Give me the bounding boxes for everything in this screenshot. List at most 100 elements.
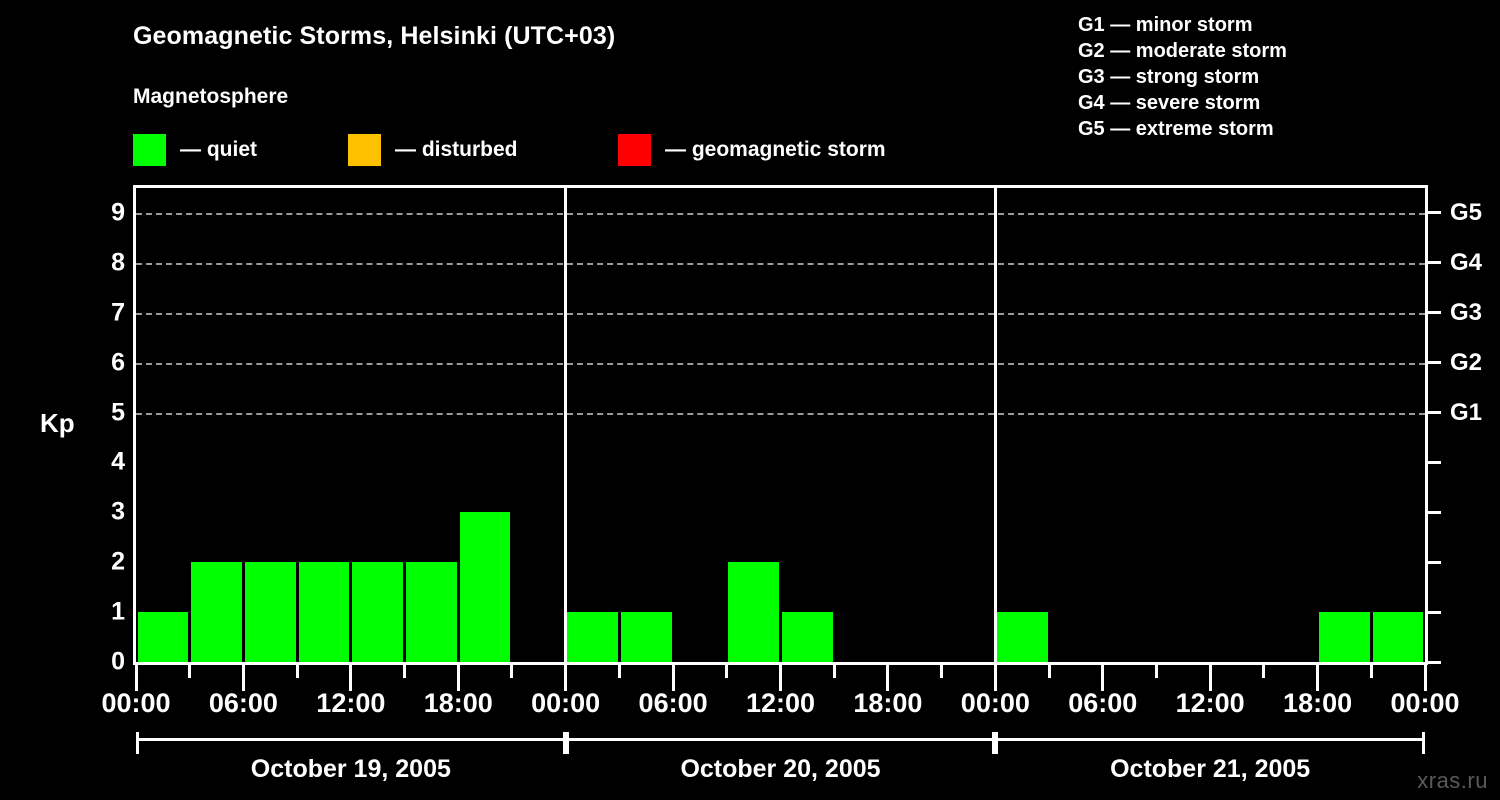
y-tick-label: 9 (111, 198, 125, 227)
x-tick-major (134, 665, 138, 691)
y-tick-label: 3 (111, 497, 125, 526)
day-bracket (565, 738, 994, 741)
day-bracket-end (1422, 732, 1425, 754)
x-tick-label: 00:00 (531, 688, 601, 718)
gridline (136, 412, 1425, 415)
y-tick-label: 4 (111, 447, 125, 476)
gscale-line: G5 — extreme storm (1078, 118, 1274, 140)
x-tick-major (671, 665, 675, 691)
page-title: Geomagnetic Storms, Helsinki (UTC+03) (133, 22, 616, 50)
g-axis-tick (1428, 411, 1441, 415)
gscale-line: G1 — minor storm (1078, 14, 1253, 36)
legend-item-quiet: — quiet (133, 132, 257, 168)
g-axis-tick (1428, 211, 1441, 215)
y-tick-label: 6 (111, 348, 125, 377)
x-tick-label: 18:00 (853, 688, 923, 718)
orange-square-swatch (348, 134, 381, 166)
gridline (136, 212, 1425, 215)
x-tick-major (1101, 665, 1105, 691)
legend-item-disturbed: — disturbed (348, 132, 518, 168)
bar (728, 562, 779, 662)
legend-item-label: — disturbed (395, 138, 518, 161)
x-axis-ticks (133, 665, 1428, 695)
y-axis-title: Kp (40, 408, 75, 438)
x-tick-major (1316, 665, 1320, 691)
bar (298, 562, 350, 662)
plot-area (133, 185, 1428, 665)
x-tick-major (993, 665, 997, 691)
x-tick-major (564, 665, 568, 691)
x-tick-major (241, 665, 245, 691)
bar (1319, 612, 1370, 662)
x-tick-minor (617, 665, 621, 678)
legend-item-label: — geomagnetic storm (665, 138, 886, 161)
green-square-swatch (133, 134, 166, 166)
day-label: October 21, 2005 (1110, 755, 1311, 783)
g-axis-label: G4 (1450, 248, 1483, 276)
bar (567, 612, 618, 662)
y-tick-label: 1 (111, 597, 125, 626)
y-tick-label: 5 (111, 398, 125, 427)
legend-item-label: — quiet (180, 138, 257, 161)
bar (1372, 612, 1424, 662)
bar (191, 562, 242, 662)
gridline (136, 262, 1425, 265)
x-tick-minor (940, 665, 944, 678)
x-tick-label: 12:00 (745, 688, 816, 718)
bar (244, 562, 296, 662)
g-axis-tick (1428, 610, 1441, 614)
day-label: October 20, 2005 (680, 755, 881, 783)
gscale-line: G4 — severe storm (1078, 92, 1261, 114)
legend-heading: Magnetosphere (133, 85, 289, 108)
plot-inner (136, 188, 1425, 662)
x-tick-label: 06:00 (638, 688, 708, 718)
g-axis-label: G2 (1450, 348, 1483, 376)
day-bracket-end (995, 732, 999, 754)
x-tick-minor (1369, 665, 1373, 678)
bar (352, 562, 404, 662)
day-bracket-end (565, 732, 569, 754)
bar (620, 612, 672, 662)
y-tick-label: 2 (111, 547, 125, 576)
y-tick-label: 8 (111, 248, 125, 277)
watermark: xras.ru (1417, 768, 1488, 793)
x-tick-label: 18:00 (423, 688, 493, 718)
day-separator (564, 188, 568, 662)
x-tick-major (349, 665, 353, 691)
gridline (136, 312, 1425, 315)
x-tick-minor (1154, 665, 1158, 678)
x-tick-label: 06:00 (1068, 688, 1138, 718)
legend-item-geomagnetic-storm: — geomagnetic storm (618, 132, 886, 168)
g-axis-tick (1428, 510, 1441, 514)
x-tick-minor (1262, 665, 1266, 678)
red-square-swatch (618, 134, 651, 166)
x-tick-minor (832, 665, 836, 678)
day-separator (993, 188, 997, 662)
day-label: October 19, 2005 (250, 755, 451, 783)
gscale-line: G3 — strong storm (1078, 66, 1260, 88)
day-bracket-end (136, 732, 139, 754)
day-bracket-end (992, 732, 996, 754)
x-tick-minor (188, 665, 192, 678)
day-bracket-end (562, 732, 566, 754)
gscale-legend: G1 — minor storm G2 — moderate storm G3 … (1078, 12, 1287, 142)
gridline (136, 362, 1425, 365)
gscale-line: G2 — moderate storm (1078, 40, 1287, 62)
day-bracket (136, 738, 564, 741)
x-tick-major (1208, 665, 1212, 691)
x-tick-label: 12:00 (316, 688, 386, 718)
bar (137, 612, 189, 662)
x-tick-major (456, 665, 460, 691)
g-axis-label: G5 (1450, 198, 1483, 226)
g-axis-tick (1428, 361, 1441, 365)
g-axis-label: G3 (1450, 298, 1483, 326)
g-axis-tick (1428, 660, 1441, 664)
y-axis-ticks: 0 1 2 3 4 5 6 7 8 9 (50, 185, 191, 676)
g-scale-axis: G1 G2 G3 G4 G5 (1428, 185, 1500, 665)
x-tick-minor (725, 665, 729, 678)
x-tick-minor (403, 665, 407, 678)
x-tick-minor (510, 665, 514, 678)
y-tick-label: 7 (111, 298, 125, 327)
g-axis-tick (1428, 560, 1441, 564)
